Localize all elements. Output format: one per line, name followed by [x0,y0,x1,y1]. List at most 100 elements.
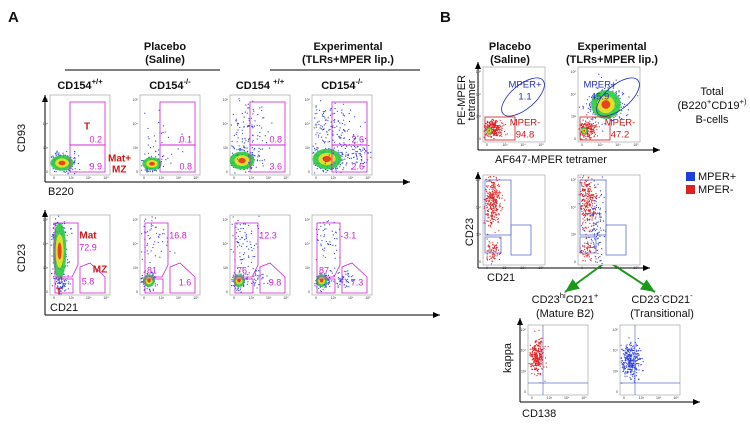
event-dot [600,213,602,215]
event-dot [487,245,489,247]
event-dot [588,192,590,194]
group-title: Placebo [144,41,186,53]
event-dot [492,212,494,214]
event-dot [640,364,642,366]
event-dot [79,168,81,171]
event-dot [589,106,592,109]
event-dot [359,162,362,164]
event-dot [361,139,363,141]
event-dot [596,228,598,230]
event-dot [251,282,253,284]
event-dot [141,251,143,253]
event-dot [596,124,598,126]
event-dot [328,147,330,150]
event-dot [491,197,493,199]
event-dot [332,244,334,246]
event-dot [232,235,234,237]
event-dot [351,280,353,282]
event-dot [50,156,53,158]
event-dot [595,84,597,86]
event-dot [152,246,154,249]
event-dot [498,214,500,216]
event-dot [316,132,318,134]
event-dot [534,373,536,375]
event-dot [239,256,241,258]
event-dot [344,286,346,288]
event-dot [545,362,547,364]
event-dot [582,227,584,229]
event-dot [624,372,626,374]
event-dot [594,230,597,232]
event-dot [491,260,493,262]
event-dot [322,288,324,291]
plot-tick: 10³ [249,176,255,180]
event-dot [580,123,583,125]
event-dot [546,366,548,368]
event-dot [239,148,241,150]
event-dot [584,203,586,205]
event-dot [493,208,495,210]
event-dot [250,117,252,119]
event-dot [254,282,256,284]
event-dot [628,348,631,350]
event-dot [590,137,592,139]
event-dot [235,120,237,122]
plot-tick: 0 [46,170,48,174]
event-dot [595,223,597,226]
event-dot [587,195,589,198]
event-dot [585,103,588,105]
event-dot [74,173,76,175]
event-dot [582,223,584,225]
event-dot [587,210,589,212]
event-dot [497,126,499,128]
event-dot [53,223,55,226]
event-dot [341,112,343,114]
event-dot [321,136,323,138]
event-dot [487,185,489,187]
event-dot [581,199,584,201]
event-dot [63,171,65,173]
event-dot [339,137,341,139]
event-dot [534,340,536,342]
plot-tick: 10⁴ [43,122,49,126]
event-dot [588,135,590,137]
event-dot [586,209,588,211]
event-dot [158,149,160,151]
event-dot [52,156,54,158]
event-dot [315,126,317,128]
event-dot [622,366,624,368]
event-dot [318,109,321,111]
text-segment: CD19 [711,100,739,112]
event-dot [255,166,257,168]
event-dot [637,352,639,355]
event-dot [352,275,354,277]
event-dot [584,191,587,193]
event-dot [580,194,582,196]
event-dot [499,203,501,205]
event-dot [501,194,503,196]
density-core [322,155,332,163]
event-dot [594,218,596,220]
plot-tick: 10⁵ [571,178,577,182]
event-dot [357,135,359,137]
event-dot [539,359,541,361]
plot-tick: 10³ [476,233,482,237]
event-dot [485,133,488,135]
event-dot [170,162,172,164]
event-dot [487,202,489,205]
event-dot [624,368,627,370]
event-dot [262,162,264,164]
event-dot [621,118,623,120]
event-dot [337,286,339,288]
group-subtitle: (Saline) [145,54,185,66]
event-dot [615,115,617,117]
event-dot [150,228,152,230]
event-dot [255,243,257,245]
event-dot [626,362,628,365]
event-dot [589,123,591,125]
event-dot [486,194,488,197]
superscript: +/+ [92,77,104,86]
event-dot [494,184,496,186]
plot-tick: 0 [233,176,235,180]
